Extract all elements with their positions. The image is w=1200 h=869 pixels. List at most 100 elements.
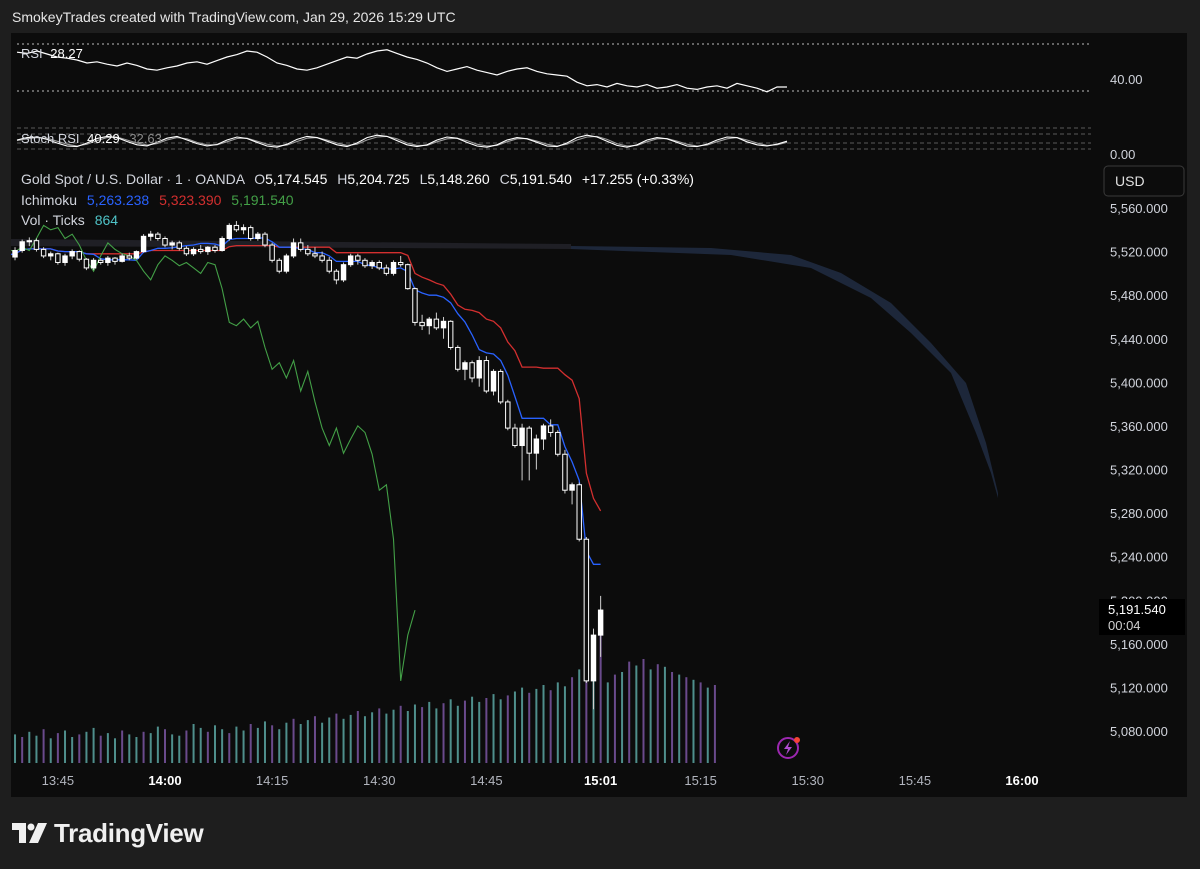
candle-body — [312, 253, 318, 257]
volume-bars — [6, 633, 716, 763]
candle-body — [390, 261, 397, 274]
svg-text:RSI 28.27: RSI 28.27 — [21, 46, 83, 61]
volume-bar — [171, 734, 174, 763]
candle-body — [533, 438, 540, 454]
candle-body — [512, 427, 518, 447]
candle-body — [419, 321, 425, 327]
candle-body — [55, 253, 61, 263]
volume-bar — [299, 724, 302, 763]
volume-bar — [642, 659, 645, 763]
lightning-icon[interactable] — [777, 737, 800, 759]
volume-bar — [156, 726, 159, 763]
volume-bar — [28, 731, 31, 763]
ohlc-high: 5,204.725 — [347, 171, 409, 187]
ohlc-close: 5,191.540 — [510, 171, 572, 187]
volume-bar — [21, 737, 24, 763]
candle-body — [62, 255, 68, 263]
candle-body — [426, 318, 432, 327]
volume-bar — [563, 686, 566, 763]
candle-body — [405, 264, 411, 290]
volume-bar — [442, 703, 445, 763]
volume-bar — [271, 725, 274, 763]
candle-body — [276, 259, 282, 272]
volume-bar — [699, 682, 702, 763]
chart-panel[interactable]: 40.00 0.00 5,560.000 5,520.000 5,480.000 5,4… — [0, 33, 1187, 797]
volume-bar — [242, 730, 245, 763]
ichimoku-base-value: 5,323.390 — [159, 192, 221, 208]
candle-body — [319, 255, 325, 261]
ichimoku-lagging-value: 5,191.540 — [231, 192, 293, 208]
chart-svg[interactable]: 40.00 0.00 5,560.000 5,520.000 5,480.000 5,4… — [0, 33, 1187, 797]
candle-body — [155, 233, 161, 240]
volume-bar — [685, 677, 688, 763]
y-tick-label: 5,320.000 — [1110, 463, 1168, 478]
x-tick-label: 14:45 — [470, 773, 503, 788]
ohlc-o-label: O — [254, 171, 265, 187]
volume-bar — [542, 685, 545, 763]
candle-body — [76, 251, 83, 260]
candle-body — [376, 261, 382, 269]
volume-bar — [213, 725, 216, 763]
volume-bar — [621, 672, 624, 763]
candle-body — [90, 259, 97, 269]
y-tick-label: 5,240.000 — [1110, 550, 1168, 565]
candle-body — [140, 235, 147, 253]
ichimoku-label: Ichimoku — [21, 192, 77, 208]
candle-body — [176, 242, 182, 249]
stoch-k-value: 40.29 — [87, 131, 120, 146]
volume-bar — [513, 691, 516, 763]
volume-bar — [663, 666, 666, 763]
volume-bar — [585, 652, 588, 763]
candle-body — [369, 261, 375, 267]
candle-body — [569, 484, 575, 491]
candle-body — [133, 251, 140, 259]
currency-button[interactable] — [1103, 165, 1185, 197]
volume-bar — [42, 729, 45, 763]
tradingview-logo-icon — [12, 822, 47, 843]
volume-bar — [192, 724, 195, 763]
y-tick-label: 5,560.000 — [1110, 201, 1168, 216]
rsi-value: 28.27 — [50, 46, 83, 61]
candle-body — [433, 318, 440, 329]
x-tick-label: 14:30 — [363, 773, 396, 788]
x-tick-label: 15:45 — [899, 773, 932, 788]
attribution-header: SmokeyTrades created with TradingView.co… — [12, 9, 456, 25]
candle-body — [26, 240, 33, 243]
x-tick-label: 16:00 — [1005, 773, 1038, 788]
volume-label: Vol · Ticks — [21, 212, 85, 228]
ichimoku-base-line — [7, 244, 602, 512]
candle-body — [412, 288, 418, 323]
ichimoku-cloud-area — [571, 246, 998, 498]
candle-body — [197, 248, 204, 253]
candle-body — [583, 538, 590, 682]
candle-body — [183, 247, 190, 255]
y-tick-label: 5,360.000 — [1110, 419, 1168, 434]
x-tick-label: 13:45 — [42, 773, 75, 788]
candle-body — [262, 233, 268, 246]
volume-bar — [135, 737, 138, 763]
candle-body — [347, 255, 354, 266]
volume-bar — [221, 729, 224, 763]
ohlc-h-label: H — [337, 171, 347, 187]
volume-bar — [285, 722, 288, 763]
volume-bar — [342, 718, 345, 763]
volume-bar — [142, 731, 145, 763]
candle-body — [297, 242, 304, 250]
candle-body — [590, 634, 597, 682]
volume-bar — [692, 679, 695, 763]
ohlc-c-label: C — [500, 171, 510, 187]
y-tick-label: 5,120.000 — [1110, 680, 1168, 695]
volume-bar — [649, 669, 652, 763]
volume-bar — [349, 714, 352, 763]
rsi-line — [16, 49, 787, 93]
volume-bar — [313, 716, 316, 763]
tradingview-logo: TradingView — [12, 818, 204, 849]
candle-body — [112, 257, 118, 262]
y-tick-label: 5,080.000 — [1110, 724, 1168, 739]
candle-body — [526, 427, 532, 454]
stoch-k-line — [16, 134, 788, 148]
candle-body — [362, 259, 368, 267]
volume-bar — [128, 734, 131, 763]
price-change: +17.255 (+0.33%) — [582, 171, 694, 187]
volume-bar — [292, 718, 295, 763]
